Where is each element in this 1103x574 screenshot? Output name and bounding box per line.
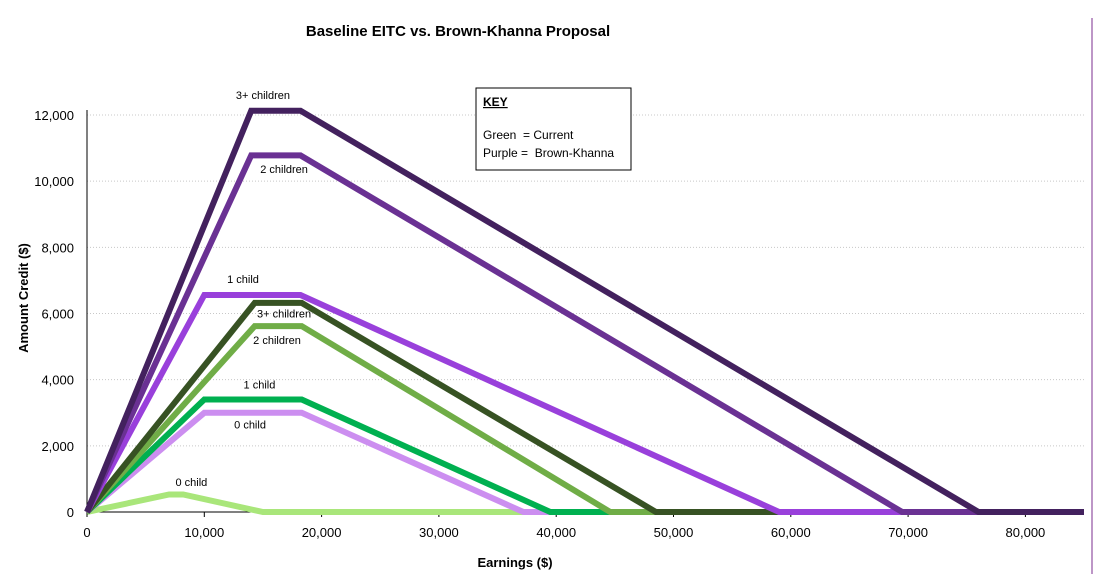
x-tick-label-1: 10,000 — [184, 525, 224, 540]
y-tick-label-2: 4,000 — [41, 373, 74, 388]
series-label-7: 0 child — [175, 477, 207, 489]
y-tick-label-1: 2,000 — [41, 439, 74, 454]
series-label-6: 0 child — [234, 420, 266, 432]
x-tick-label-3: 30,000 — [419, 525, 459, 540]
x-axis-label: Earnings ($) — [477, 555, 552, 570]
key-green-entry: Green = Current — [483, 128, 574, 142]
series-label-4: 2 children — [253, 335, 301, 347]
y-tick-label-5: 10,000 — [34, 174, 74, 189]
y-tick-label-0: 0 — [67, 505, 74, 520]
y-tick-label-3: 6,000 — [41, 307, 74, 322]
x-tick-label-0: 0 — [83, 525, 90, 540]
key-purple-entry: Purple = Brown-Khanna — [483, 146, 614, 160]
key-box: KEY Green = Current Purple = Brown-Khann… — [475, 87, 632, 171]
series-lines — [84, 107, 1084, 515]
series-line-2 — [84, 292, 1084, 515]
key-title: KEY — [483, 95, 508, 109]
y-tick-label-4: 8,000 — [41, 240, 74, 255]
y-tick-label-6: 12,000 — [34, 108, 74, 123]
key-border — [475, 87, 632, 171]
x-tick-label-5: 50,000 — [654, 525, 694, 540]
x-tick-label-7: 70,000 — [888, 525, 928, 540]
series-label-3: 3+ children — [257, 308, 311, 320]
tick-labels: 0 10,000 20,000 30,000 40,000 50,000 60,000 70,… — [34, 108, 1045, 540]
series-label-5: 1 child — [244, 380, 276, 392]
x-tick-label-2: 20,000 — [302, 525, 342, 540]
x-tick-label-4: 40,000 — [536, 525, 576, 540]
chart-title: Baseline EITC vs. Brown-Khanna Proposal — [306, 23, 610, 40]
series-line-1 — [84, 152, 1084, 515]
series-label-1: 2 children — [260, 164, 308, 176]
series-label-0: 3+ children — [236, 90, 290, 102]
x-tick-label-6: 60,000 — [771, 525, 811, 540]
series-labels: 3+ children 2 children 1 child 3+ children 2… — [175, 90, 311, 489]
x-tick-label-8: 80,000 — [1006, 525, 1046, 540]
y-axis-label: Amount Credit ($) — [16, 243, 31, 353]
series-label-2: 1 child — [227, 274, 259, 286]
series-line-0 — [84, 107, 1084, 515]
